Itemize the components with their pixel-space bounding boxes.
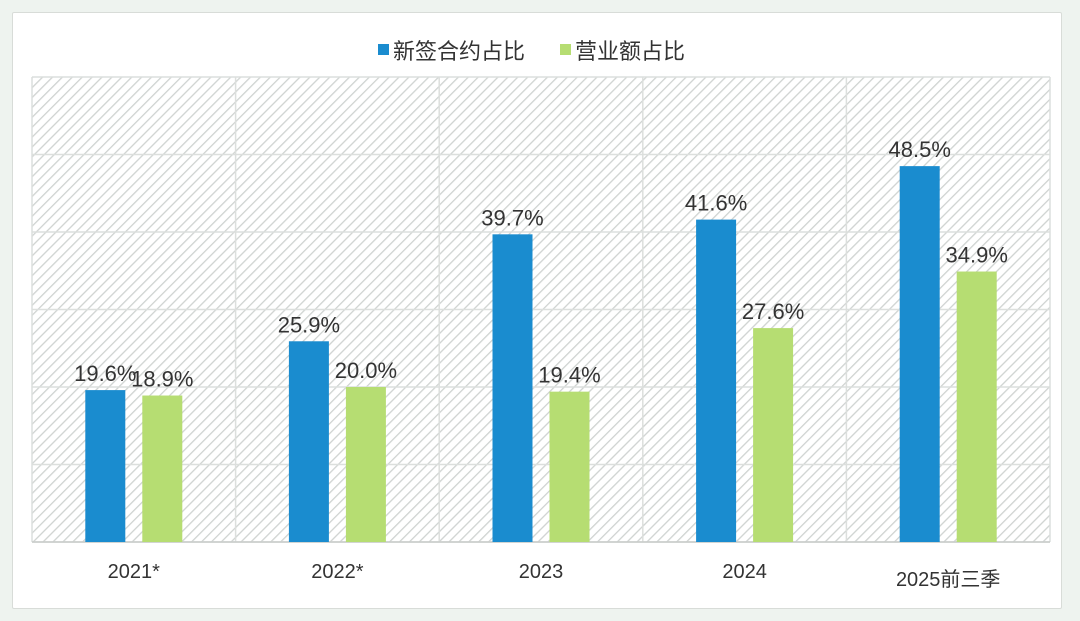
bar [142, 395, 183, 542]
bar [696, 219, 737, 542]
bar [288, 341, 329, 542]
legend-label: 新签合约占比 [393, 39, 525, 64]
data-label: 25.9% [278, 312, 340, 337]
value-labels: 19.6%18.9% 25.9% 20.0% 39.7% 19.4% 41.6% 27.6%… [74, 137, 1008, 391]
x-tick-label: 2023 [519, 561, 564, 583]
data-label: 39.7% [481, 205, 543, 230]
gridlines [31, 76, 1051, 543]
data-label: 27.6% [742, 299, 804, 324]
bar [753, 328, 794, 542]
data-label: 48.5% [889, 137, 951, 162]
bars [85, 166, 997, 542]
legend-swatch [378, 44, 389, 55]
legend-swatch [560, 44, 571, 55]
x-tick-label: 2022* [311, 561, 363, 583]
bar [85, 390, 126, 542]
legend-label: 营业额占比 [575, 39, 685, 64]
data-label: 41.6% [685, 191, 747, 216]
x-tick-label: 2025前三季 [896, 568, 1001, 591]
data-label: 20.0% [335, 358, 397, 383]
bar [492, 234, 533, 542]
bar [345, 387, 386, 542]
x-tick-label: 2021* [108, 561, 160, 583]
data-label: 19.6% [74, 361, 136, 386]
bar [549, 391, 590, 542]
data-label: 19.4% [538, 363, 600, 388]
x-axis: 2021* 2022* 2023 2024 2025前三季 [108, 561, 1001, 591]
data-label: 18.9% [131, 367, 193, 392]
data-label: 34.9% [946, 243, 1008, 268]
legend: 新签合约占比 营业额占比 [378, 39, 685, 64]
bar [899, 166, 940, 542]
x-tick-label: 2024 [722, 561, 767, 583]
bar [956, 271, 997, 542]
